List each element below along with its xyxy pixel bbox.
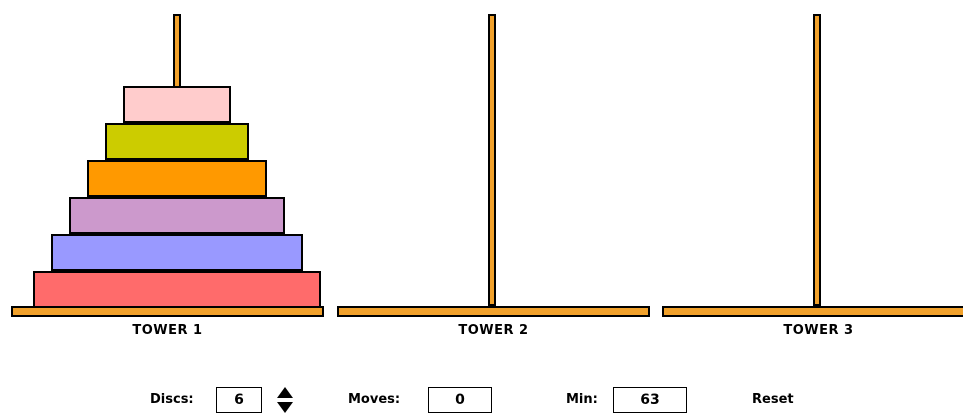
tower-3[interactable]: TOWER 3: [662, 0, 963, 345]
tower-3-base: [662, 306, 963, 317]
triangle-up-icon[interactable]: [277, 387, 293, 398]
tower-3-label: TOWER 3: [783, 323, 854, 338]
controls-bar: Discs: 6 Moves: 0 Min: 63 Reset: [0, 384, 963, 414]
tower-2-peg: [488, 14, 496, 306]
min-label: Min:: [566, 392, 598, 407]
disc-size-1[interactable]: [123, 86, 231, 123]
reset-button[interactable]: Reset: [752, 392, 794, 407]
disc-size-5: [51, 234, 303, 271]
tower-1[interactable]: TOWER 1: [11, 0, 324, 345]
tower-2-label: TOWER 2: [458, 323, 529, 338]
discs-label: Discs:: [150, 392, 194, 407]
disc-size-2: [105, 123, 249, 160]
triangle-down-icon[interactable]: [277, 402, 293, 413]
tower-2-base: [337, 306, 650, 317]
moves-count-field: 0: [428, 387, 492, 413]
disc-size-4: [69, 197, 285, 234]
moves-label: Moves:: [348, 392, 401, 407]
discs-count-field[interactable]: 6: [216, 387, 262, 413]
disc-size-6: [33, 271, 321, 308]
tower-1-label: TOWER 1: [132, 323, 203, 338]
discs-stepper[interactable]: [276, 386, 294, 414]
tower-2[interactable]: TOWER 2: [337, 0, 650, 345]
min-moves-field: 63: [613, 387, 687, 413]
tower-3-peg: [813, 14, 821, 306]
disc-size-3: [87, 160, 267, 197]
